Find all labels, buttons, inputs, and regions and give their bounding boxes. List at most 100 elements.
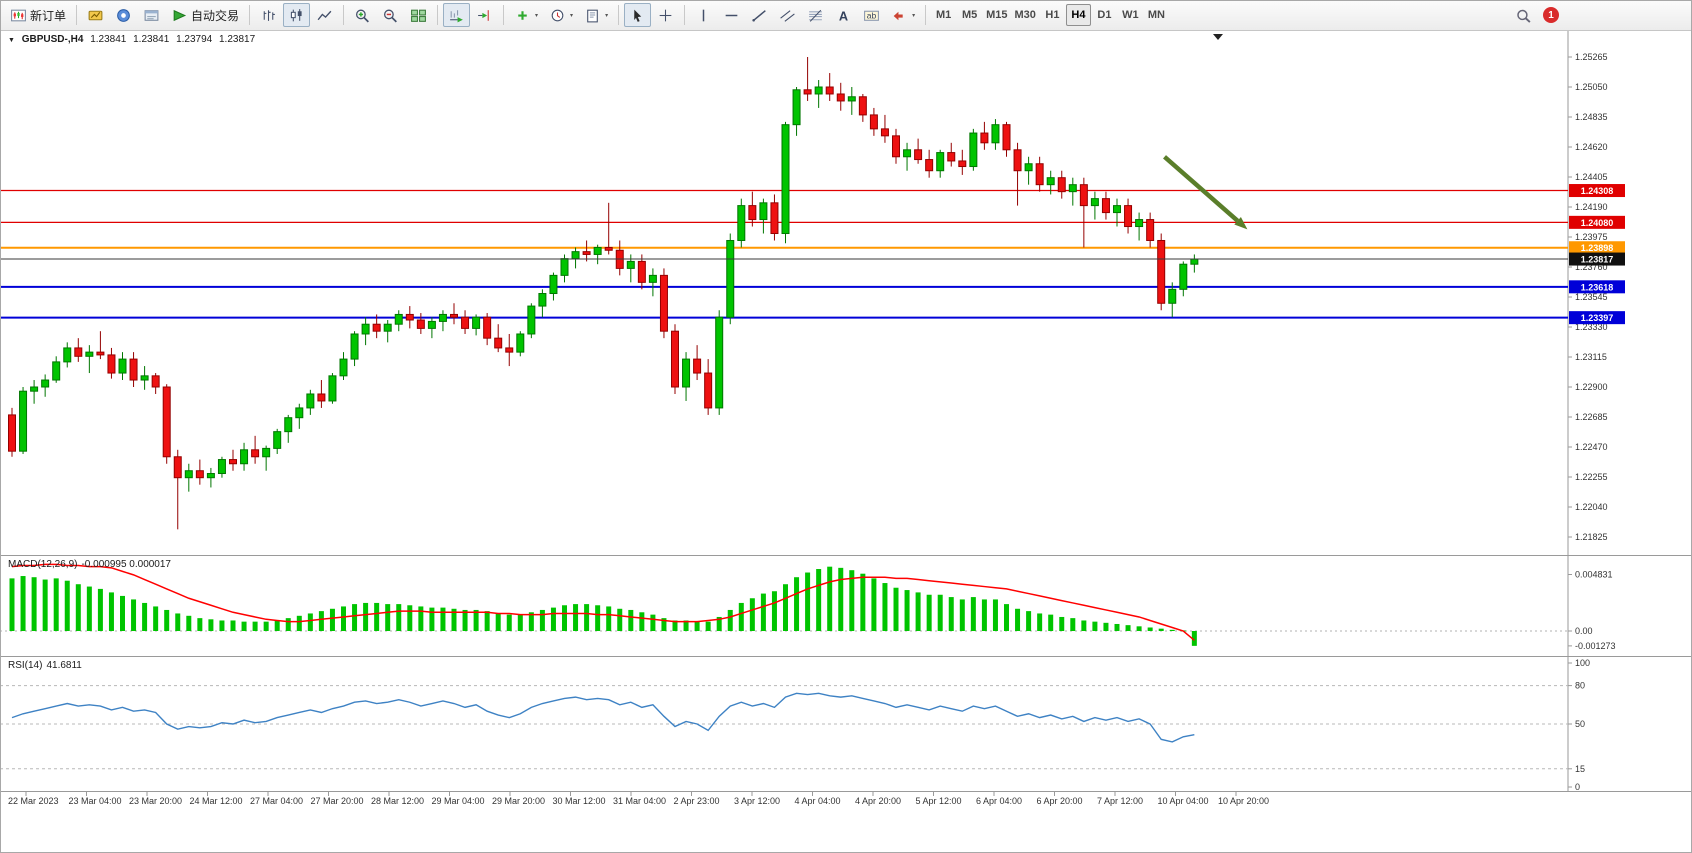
svg-text:29 Mar 20:00: 29 Mar 20:00 bbox=[492, 796, 545, 806]
svg-text:1.23898: 1.23898 bbox=[1581, 243, 1614, 253]
terminal-icon bbox=[144, 9, 159, 21]
chart-symbol-header[interactable]: ▼ GBPUSD-,H4 1.23841 1.23841 1.23794 1.2… bbox=[8, 34, 259, 45]
svg-text:10 Apr 04:00: 10 Apr 04:00 bbox=[1158, 796, 1209, 806]
periods-button[interactable]: ▾ bbox=[544, 3, 578, 27]
text-label-button[interactable]: ab bbox=[858, 3, 885, 27]
vertical-line-button[interactable] bbox=[690, 3, 717, 27]
cursor-icon bbox=[634, 9, 642, 22]
svg-text:1.22685: 1.22685 bbox=[1575, 412, 1608, 422]
svg-text:29 Mar 04:00: 29 Mar 04:00 bbox=[432, 796, 485, 806]
timeframe-d1-button[interactable]: D1 bbox=[1092, 4, 1117, 26]
fibonacci-button[interactable] bbox=[802, 3, 829, 27]
equidistant-channel-button[interactable] bbox=[774, 3, 801, 27]
search-button[interactable] bbox=[1510, 3, 1537, 27]
auto-trading-button[interactable]: 自动交易 bbox=[166, 3, 244, 27]
rsi-line bbox=[11, 692, 1195, 743]
svg-text:1.23975: 1.23975 bbox=[1575, 232, 1608, 242]
periods-icon bbox=[551, 9, 564, 21]
svg-text:0: 0 bbox=[1575, 782, 1580, 792]
zoom-out-icon bbox=[384, 9, 397, 22]
open-value: 1.23841 bbox=[90, 34, 127, 45]
svg-text:50: 50 bbox=[1575, 719, 1585, 729]
symbol-expander-icon[interactable]: ▼ bbox=[8, 37, 15, 44]
search-icon bbox=[1517, 9, 1531, 23]
svg-text:28 Mar 12:00: 28 Mar 12:00 bbox=[371, 796, 424, 806]
timeframe-m15-button[interactable]: M15 bbox=[983, 4, 1010, 26]
trendline-button[interactable] bbox=[746, 3, 773, 27]
time-axis-labels: 22 Mar 2023 23 Mar 04:00 23 Mar 20:00 24 Ma… bbox=[8, 792, 1269, 806]
market-watch-button[interactable] bbox=[82, 3, 109, 27]
templates-icon bbox=[587, 9, 598, 22]
text-icon: A bbox=[839, 8, 848, 23]
svg-text:6 Apr 20:00: 6 Apr 20:00 bbox=[1037, 796, 1083, 806]
zoom-in-button[interactable] bbox=[349, 3, 376, 27]
chart-shift-button[interactable] bbox=[471, 3, 498, 27]
zoom-out-button[interactable] bbox=[377, 3, 404, 27]
toolbar-separator bbox=[618, 5, 620, 25]
svg-text:1.22900: 1.22900 bbox=[1575, 382, 1608, 392]
svg-text:3 Apr 12:00: 3 Apr 12:00 bbox=[734, 796, 780, 806]
macd-values: -0.000995 0.000017 bbox=[81, 559, 171, 570]
tile-windows-icon bbox=[411, 9, 426, 22]
timeframe-m30-button[interactable]: M30 bbox=[1012, 4, 1039, 26]
bar-chart-button[interactable] bbox=[255, 3, 282, 27]
equidistant-channel-icon bbox=[780, 9, 795, 22]
svg-text:100: 100 bbox=[1575, 658, 1590, 668]
cursor-button[interactable] bbox=[624, 3, 652, 27]
price-axis-labels: 1.25265 1.25050 1.24835 1.24620 1.24405 1.241… bbox=[1568, 52, 1608, 542]
indicators-button[interactable]: ▾ bbox=[509, 3, 543, 27]
svg-text:1.23397: 1.23397 bbox=[1581, 313, 1614, 323]
svg-text:ab: ab bbox=[867, 10, 877, 20]
horizontal-line-button[interactable] bbox=[718, 3, 745, 27]
svg-text:1.23115: 1.23115 bbox=[1575, 352, 1607, 362]
timeframe-mn-button[interactable]: MN bbox=[1144, 4, 1169, 26]
high-value: 1.23841 bbox=[133, 34, 170, 45]
navigator-icon bbox=[117, 8, 130, 22]
templates-button[interactable]: ▾ bbox=[579, 3, 613, 27]
svg-text:1.23330: 1.23330 bbox=[1575, 322, 1608, 332]
svg-text:1.23545: 1.23545 bbox=[1575, 292, 1608, 302]
toolbar-separator bbox=[684, 5, 686, 25]
macd-histogram bbox=[9, 566, 1197, 646]
text-button[interactable]: A bbox=[830, 3, 857, 27]
macd-signal-line bbox=[11, 563, 1195, 641]
terminal-button[interactable] bbox=[138, 3, 165, 27]
candle-chart-button[interactable] bbox=[283, 3, 311, 27]
svg-text:1.25050: 1.25050 bbox=[1575, 82, 1608, 92]
svg-text:80: 80 bbox=[1575, 681, 1585, 691]
line-chart-icon bbox=[317, 10, 332, 20]
line-chart-button[interactable] bbox=[311, 3, 338, 27]
indicators-icon bbox=[518, 10, 527, 20]
tile-windows-button[interactable] bbox=[405, 3, 432, 27]
timeframe-w1-button[interactable]: W1 bbox=[1118, 4, 1143, 26]
trend-arrow-annotation[interactable] bbox=[1163, 155, 1248, 230]
crosshair-button[interactable] bbox=[652, 3, 679, 27]
close-value: 1.23817 bbox=[219, 34, 256, 45]
svg-text:27 Mar 04:00: 27 Mar 04:00 bbox=[250, 796, 303, 806]
notification-badge[interactable]: 1 bbox=[1543, 7, 1559, 23]
chart-background bbox=[0, 30, 1692, 811]
svg-text:0.004831: 0.004831 bbox=[1575, 570, 1613, 580]
arrows-button[interactable]: ▾ bbox=[886, 3, 920, 27]
timeframe-h4-button[interactable]: H4 bbox=[1065, 4, 1091, 26]
timeframe-h1-button[interactable]: H1 bbox=[1040, 4, 1065, 26]
timeframe-m5-button[interactable]: M5 bbox=[957, 4, 982, 26]
navigator-button[interactable] bbox=[110, 3, 137, 27]
toolbar-left-icons bbox=[82, 3, 165, 27]
svg-text:1.23760: 1.23760 bbox=[1575, 262, 1608, 272]
svg-text:5 Apr 12:00: 5 Apr 12:00 bbox=[916, 796, 962, 806]
symbol-period-label: GBPUSD-,H4 bbox=[21, 34, 84, 45]
timeframe-m1-button[interactable]: M1 bbox=[931, 4, 956, 26]
svg-text:31 Mar 04:00: 31 Mar 04:00 bbox=[613, 796, 666, 806]
rsi-name: RSI(14) bbox=[8, 660, 43, 671]
toolbar-separator bbox=[343, 5, 345, 25]
templates-dropdown-icon: ▾ bbox=[605, 12, 609, 19]
chart-scroll-marker[interactable] bbox=[1213, 34, 1223, 40]
auto-scroll-button[interactable] bbox=[443, 3, 471, 27]
svg-text:-0.001273: -0.001273 bbox=[1575, 641, 1616, 651]
periods-dropdown-icon: ▾ bbox=[570, 12, 574, 19]
timeframe-bar: M1 M5 M15 M30 H1 H4 D1 W1 MN bbox=[931, 4, 1169, 26]
svg-text:10 Apr 20:00: 10 Apr 20:00 bbox=[1218, 796, 1269, 806]
new-order-button[interactable]: 新订单 bbox=[5, 3, 71, 27]
